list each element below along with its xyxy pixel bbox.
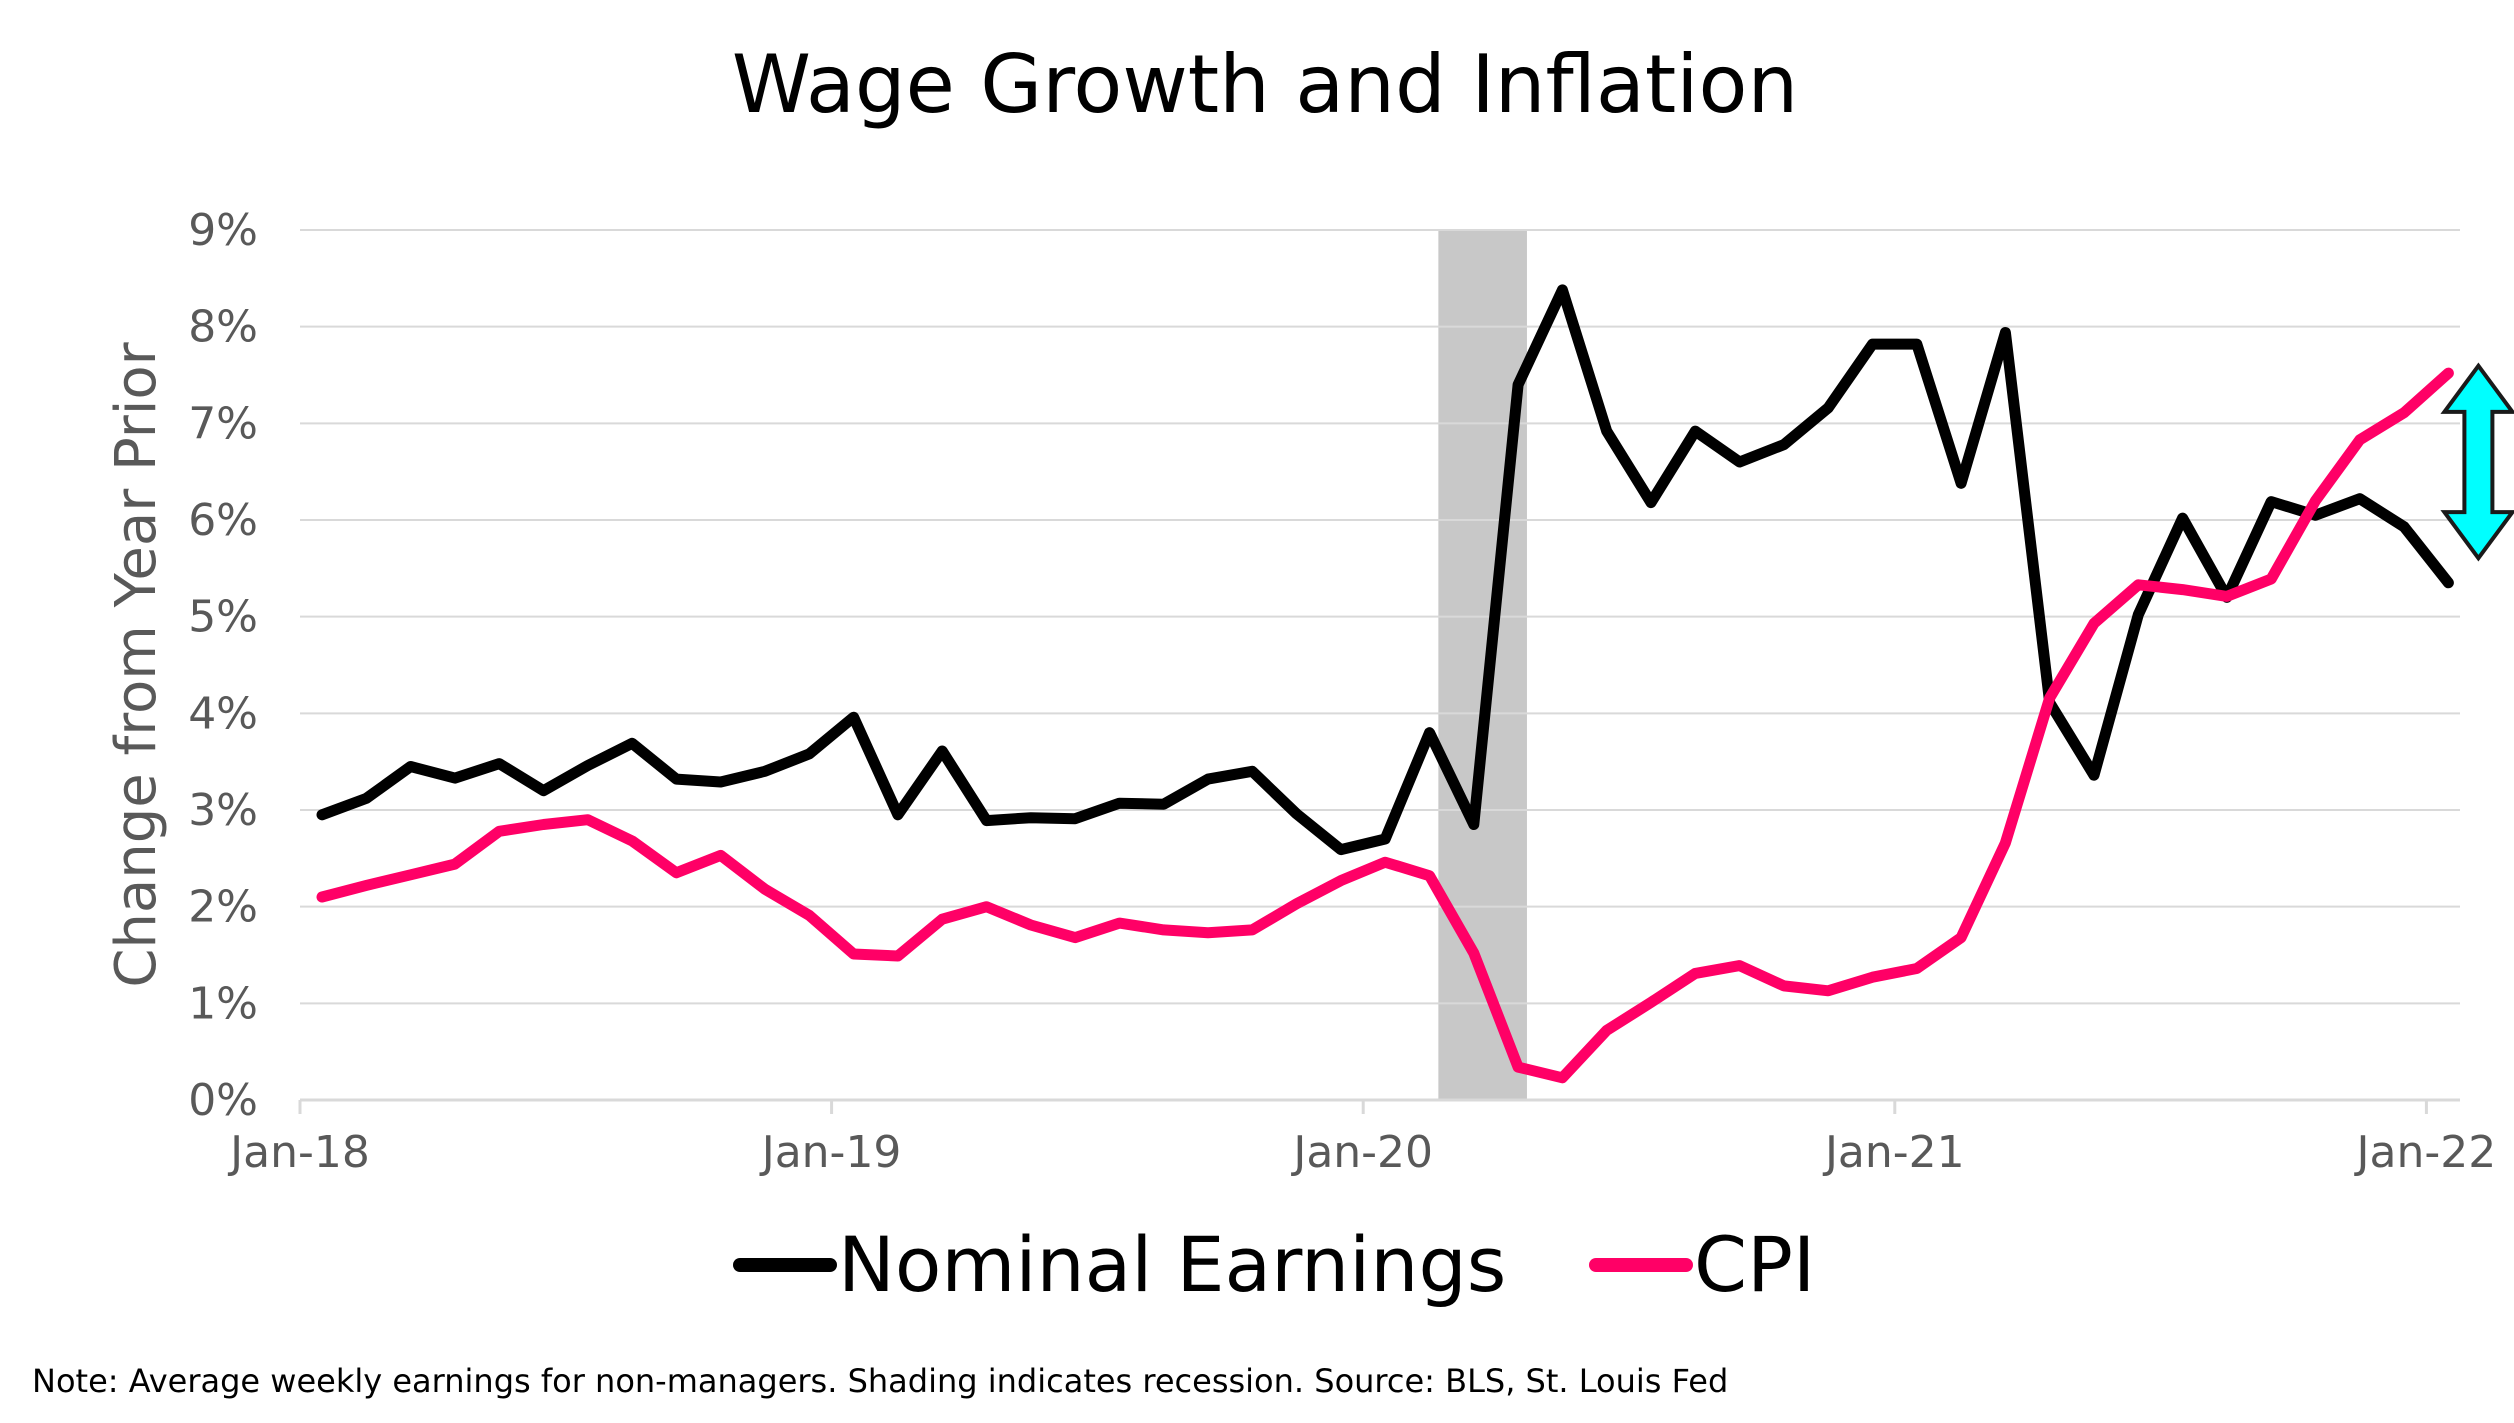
x-tick-label: Jan-18 [227, 1127, 370, 1178]
y-tick-label: 4% [188, 688, 258, 739]
axes [298, 1098, 2460, 1114]
chart-footnote: Note: Average weekly earnings for non-ma… [32, 1362, 1728, 1400]
y-tick-label: 1% [188, 978, 258, 1029]
x-tick-label: Jan-21 [1822, 1127, 1965, 1178]
y-tick-label: 2% [188, 882, 258, 933]
legend-item-cpi: CPI [1589, 1220, 1815, 1309]
legend-label-cpi: CPI [1694, 1220, 1815, 1309]
y-tick-label: 8% [188, 302, 258, 353]
x-tick-label: Jan-19 [759, 1127, 902, 1178]
series-layer [316, 284, 2454, 1084]
recession-shading-layer [1438, 230, 1527, 1100]
legend-label-nominal-earnings: Nominal Earnings [838, 1220, 1506, 1309]
gridlines [300, 229, 2460, 1005]
y-tick-label: 6% [188, 495, 258, 546]
y-tick-label: 5% [188, 592, 258, 643]
y-tick-label: 3% [188, 785, 258, 836]
series-line-nominal-earnings [316, 284, 2454, 856]
plot-area [298, 229, 2514, 1114]
gap-double-arrow [2440, 362, 2514, 562]
legend: Nominal Earnings CPI [733, 1220, 1815, 1309]
y-tick-label: 7% [188, 398, 258, 449]
series-line-cpi [316, 367, 2454, 1084]
y-tick-label: 9% [188, 205, 258, 256]
y-axis-tick-labels: 0% 1% 2% 3% 4% 5% 6% 7% 8% 9% [188, 205, 258, 1126]
x-axis-tick-labels: Jan-18 Jan-19 Jan-20 Jan-21 Jan-22 [227, 1127, 2496, 1178]
gap-arrow-layer [2440, 362, 2514, 562]
chart-title: Wage Growth and Inflation [732, 38, 1798, 131]
recession-shading [1438, 230, 1527, 1100]
legend-item-nominal-earnings: Nominal Earnings [733, 1220, 1506, 1309]
x-tick-label: Jan-20 [1290, 1127, 1433, 1178]
x-tick-label: Jan-22 [2354, 1127, 2497, 1178]
y-tick-label: 0% [188, 1075, 258, 1126]
y-axis-title: Change from Year Prior [104, 341, 169, 987]
